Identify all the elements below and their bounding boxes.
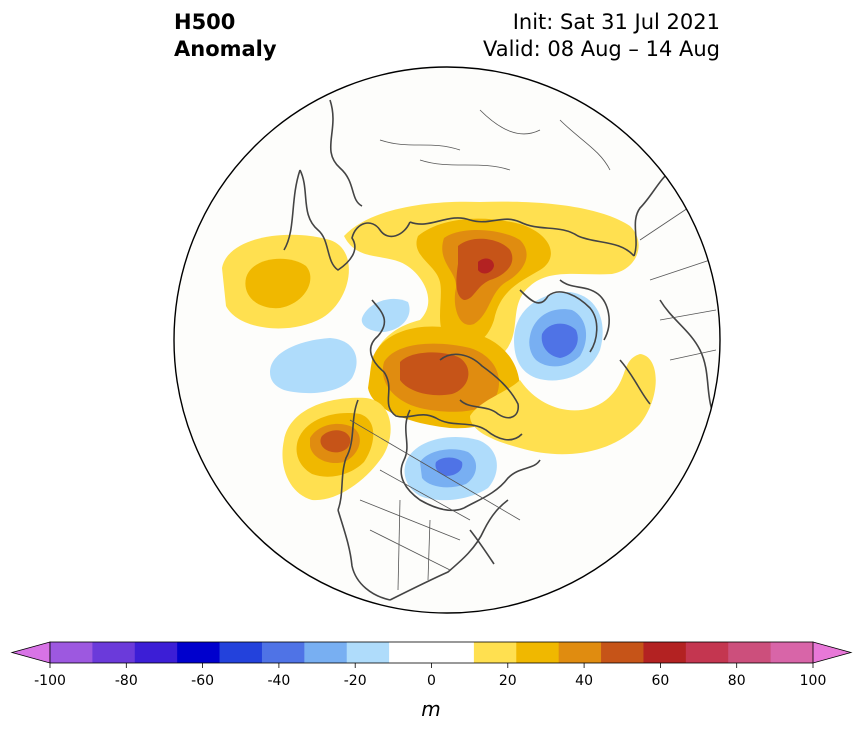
- political-borders: [349, 109, 717, 591]
- colorbar-tick-label: 0: [427, 673, 436, 689]
- colorbar-unit: m: [421, 697, 440, 721]
- colorbar-tick-label: 100: [800, 673, 827, 689]
- colorbar-tick-label: -60: [191, 673, 214, 689]
- colorbar-bin: [473, 642, 517, 663]
- colorbar-tick-label: 80: [728, 673, 746, 689]
- title-variable: H500: [174, 10, 236, 34]
- anomaly-north-pacific: [222, 234, 349, 329]
- colorbar-tick-label: -40: [267, 673, 290, 689]
- colorbar-bin: [304, 642, 348, 663]
- colorbar-tick-label: -20: [344, 673, 367, 689]
- map-boundary: [173, 66, 721, 614]
- colorbar-bin: [50, 642, 93, 663]
- colorbar-segments: [10, 641, 853, 664]
- anomaly-western-canada: [282, 397, 391, 501]
- colorbar-outline: [49, 641, 814, 664]
- anomaly-canadian-arctic: [368, 326, 520, 429]
- colorbar-bin: [431, 642, 475, 663]
- colorbar-bin: [728, 642, 772, 663]
- colorbar-bin: [261, 642, 305, 663]
- title-right: Init: Sat 31 Jul 2021 Valid: 08 Aug – 14…: [483, 9, 720, 63]
- polar-map: [173, 66, 721, 614]
- colorbar-extend-high: [812, 641, 853, 664]
- colorbar-bin: [643, 642, 687, 663]
- init-time: Init: Sat 31 Jul 2021: [512, 10, 720, 34]
- colorbar-bin: [685, 642, 729, 663]
- valid-period: Valid: 08 Aug – 14 Aug: [482, 37, 720, 61]
- colorbar-bin: [558, 642, 602, 663]
- colorbar-bin: [92, 642, 136, 663]
- colorbar-bin: [389, 642, 432, 663]
- title-left: H500 Anomaly: [174, 9, 277, 63]
- colorbar-tick-label: -80: [115, 673, 138, 689]
- colorbar-bin: [770, 642, 814, 663]
- coastlines: [283, 99, 713, 601]
- anomaly-north-atlantic: [470, 354, 656, 455]
- colorbar-bin: [134, 642, 178, 663]
- colorbar-bin: [601, 642, 644, 663]
- anomaly-hudson-bay: [404, 436, 497, 501]
- colorbar-bin: [516, 642, 560, 663]
- anomaly-bering: [270, 298, 410, 394]
- title-type: Anomaly: [174, 37, 277, 61]
- colorbar-tick-label: 60: [651, 673, 669, 689]
- colorbar-bin: [346, 642, 390, 663]
- colorbar-tick-label: 20: [499, 673, 517, 689]
- colorbar-bin: [177, 642, 221, 663]
- colorbar-tick-label: -100: [34, 673, 66, 689]
- colorbar-extend-low: [10, 641, 51, 664]
- colorbar-bin: [219, 642, 263, 663]
- colorbar-tick-label: 40: [575, 673, 593, 689]
- colorbar-ticks: -100 -80 -60 -40 -20 0 20 40 60 80 100: [34, 663, 826, 689]
- anomaly-scandinavia: [514, 292, 603, 381]
